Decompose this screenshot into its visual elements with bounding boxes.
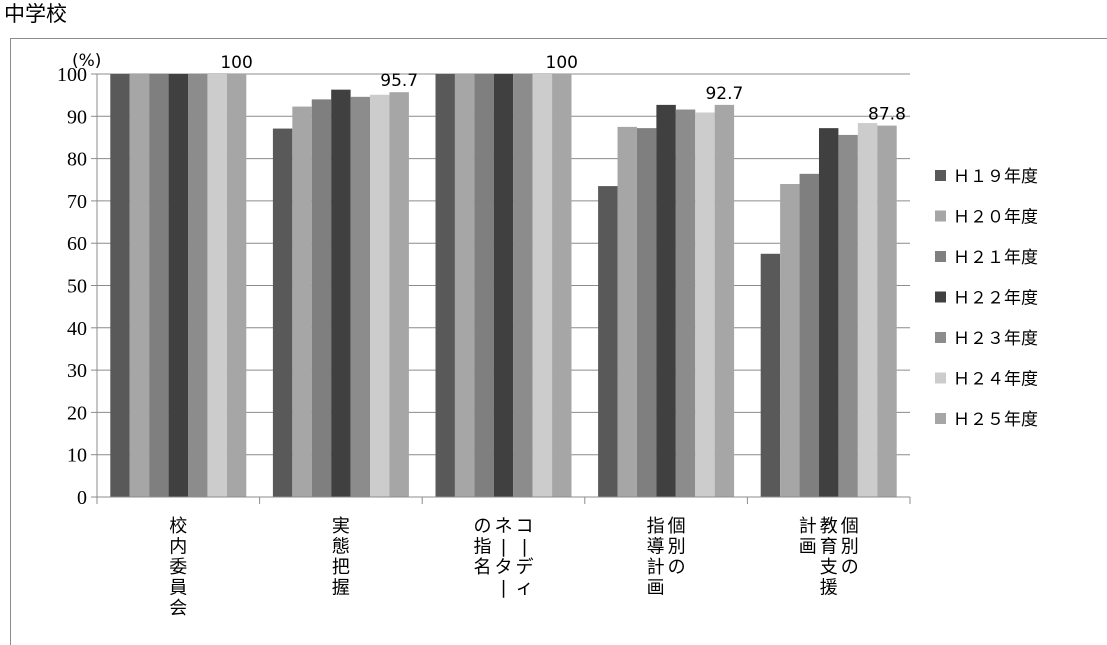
bar (149, 74, 169, 497)
bar (656, 104, 676, 497)
x-tick-label: 実態把握 (332, 516, 350, 599)
x-tick-label: ネ|タ| (493, 516, 514, 599)
page-title: 中学校 (4, 2, 67, 26)
data-label: 100 (546, 53, 578, 73)
legend-swatch (935, 372, 946, 384)
bar (272, 128, 293, 497)
bar (370, 94, 390, 498)
bar (435, 74, 455, 497)
legend-swatch (935, 413, 946, 424)
bar (474, 74, 494, 497)
y-axis-unit: (%) (72, 51, 101, 71)
bar (226, 74, 247, 497)
bar (760, 253, 781, 497)
x-tick-label: 校内委員会 (169, 516, 187, 619)
bar (454, 74, 475, 497)
bar (188, 74, 208, 497)
x-tick-label: 指導計画 (647, 516, 665, 599)
bar (877, 125, 897, 497)
bar (331, 89, 351, 497)
x-tick-label: 個別の (841, 516, 859, 578)
bar (110, 74, 130, 497)
y-tick-label: 90 (67, 106, 87, 128)
legend-label: Ｈ２３年度 (953, 329, 1038, 349)
legend-label: Ｈ２５年度 (953, 410, 1038, 430)
bar (389, 92, 409, 498)
data-label: 92.7 (705, 84, 743, 104)
legend-label: Ｈ２０年度 (953, 208, 1038, 228)
bar (636, 128, 657, 498)
legend-swatch (935, 170, 946, 181)
legend-swatch (935, 291, 946, 303)
bar (513, 74, 533, 497)
x-tick-label: 教育支援 (820, 516, 838, 599)
x-tick-label: の指名 (474, 516, 492, 578)
bar (617, 126, 637, 497)
bar (129, 74, 150, 497)
bar (493, 74, 514, 497)
x-tick-label: 計画 (799, 516, 817, 558)
y-tick-label: 100 (57, 64, 87, 86)
bar (857, 123, 878, 498)
y-tick-label: 60 (67, 233, 87, 255)
bar (818, 128, 839, 498)
bar (207, 74, 227, 497)
data-label: 87.8 (868, 105, 906, 125)
bar (311, 99, 332, 497)
bar (695, 112, 715, 498)
bar (780, 183, 800, 498)
legend-swatch (935, 332, 946, 343)
legend-label: Ｈ２２年度 (953, 289, 1038, 309)
x-tick-label: 個別の (668, 516, 686, 578)
bar (350, 96, 371, 497)
legend-swatch (935, 251, 946, 262)
y-tick-label: 80 (67, 149, 87, 171)
y-tick-label: 10 (67, 445, 87, 467)
bar (552, 74, 572, 497)
bar (675, 109, 696, 498)
legend-label: Ｈ２１年度 (953, 248, 1038, 268)
legend-label: Ｈ１９年度 (953, 167, 1038, 187)
y-tick-label: 30 (67, 360, 87, 382)
bar (292, 106, 312, 498)
bar (838, 134, 858, 498)
y-tick-label: 40 (67, 318, 87, 340)
y-tick-label: 70 (67, 191, 87, 213)
data-label: 100 (220, 53, 252, 73)
y-tick-label: 20 (67, 402, 87, 424)
bar (168, 74, 189, 497)
bar (532, 74, 553, 497)
legend-swatch (935, 210, 946, 222)
data-label: 95.7 (380, 71, 418, 91)
x-tick-label: コ|ディ (514, 516, 535, 599)
y-tick-label: 0 (77, 487, 87, 509)
bar (714, 104, 735, 497)
legend-label: Ｈ２４年度 (953, 370, 1038, 390)
chart-frame (10, 38, 1107, 645)
bar (799, 173, 819, 497)
y-tick-label: 50 (67, 276, 87, 298)
bar (598, 186, 618, 497)
